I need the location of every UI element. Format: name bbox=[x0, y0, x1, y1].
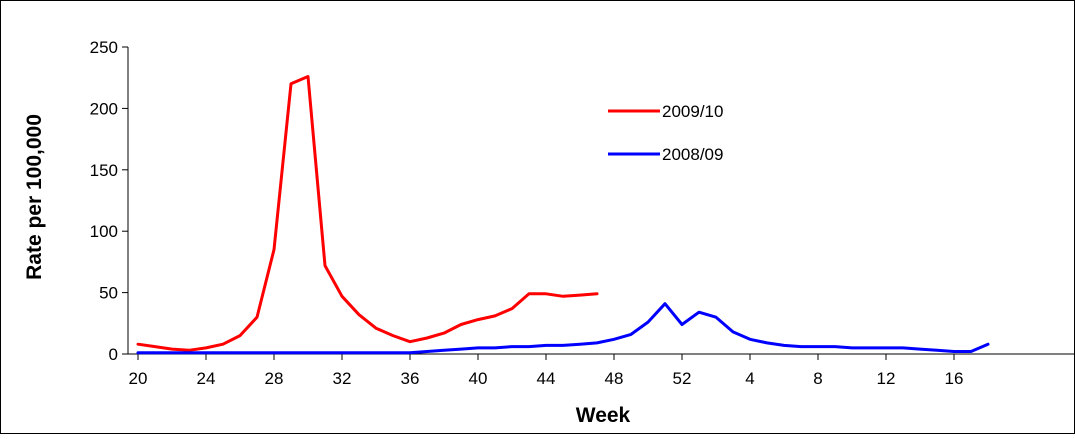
x-tick-label: 40 bbox=[469, 369, 488, 388]
y-tick-label: 250 bbox=[90, 38, 118, 57]
x-tick-label: 44 bbox=[537, 369, 556, 388]
x-tick-label: 12 bbox=[877, 369, 896, 388]
legend-label-2008-09: 2008/09 bbox=[662, 145, 723, 164]
y-tick-label: 0 bbox=[109, 345, 118, 364]
y-axis-title: Rate per 100,000 bbox=[23, 114, 46, 280]
x-tick-label: 48 bbox=[605, 369, 624, 388]
y-tick-label: 150 bbox=[90, 161, 118, 180]
series-line-2008-09 bbox=[136, 302, 990, 355]
x-tick-label: 20 bbox=[129, 369, 148, 388]
x-tick-label: 32 bbox=[333, 369, 352, 388]
y-tick-label: 100 bbox=[90, 222, 118, 241]
y-tick-label: 50 bbox=[99, 284, 118, 303]
legend: 2009/10 2008/09 bbox=[608, 102, 723, 164]
x-tick-label: 52 bbox=[673, 369, 692, 388]
x-tick-label: 8 bbox=[813, 369, 822, 388]
x-tick-label: 4 bbox=[745, 369, 754, 388]
legend-label-2009-10: 2009/10 bbox=[662, 102, 723, 121]
x-tick-label: 36 bbox=[401, 369, 420, 388]
x-tick-label: 24 bbox=[197, 369, 216, 388]
series-line-2009-10 bbox=[136, 75, 599, 352]
x-axis-title: Week bbox=[576, 404, 631, 427]
y-tick-label: 200 bbox=[90, 99, 118, 118]
series-lines bbox=[136, 75, 990, 355]
x-tick-label: 16 bbox=[945, 369, 964, 388]
x-tick-label: 28 bbox=[265, 369, 284, 388]
